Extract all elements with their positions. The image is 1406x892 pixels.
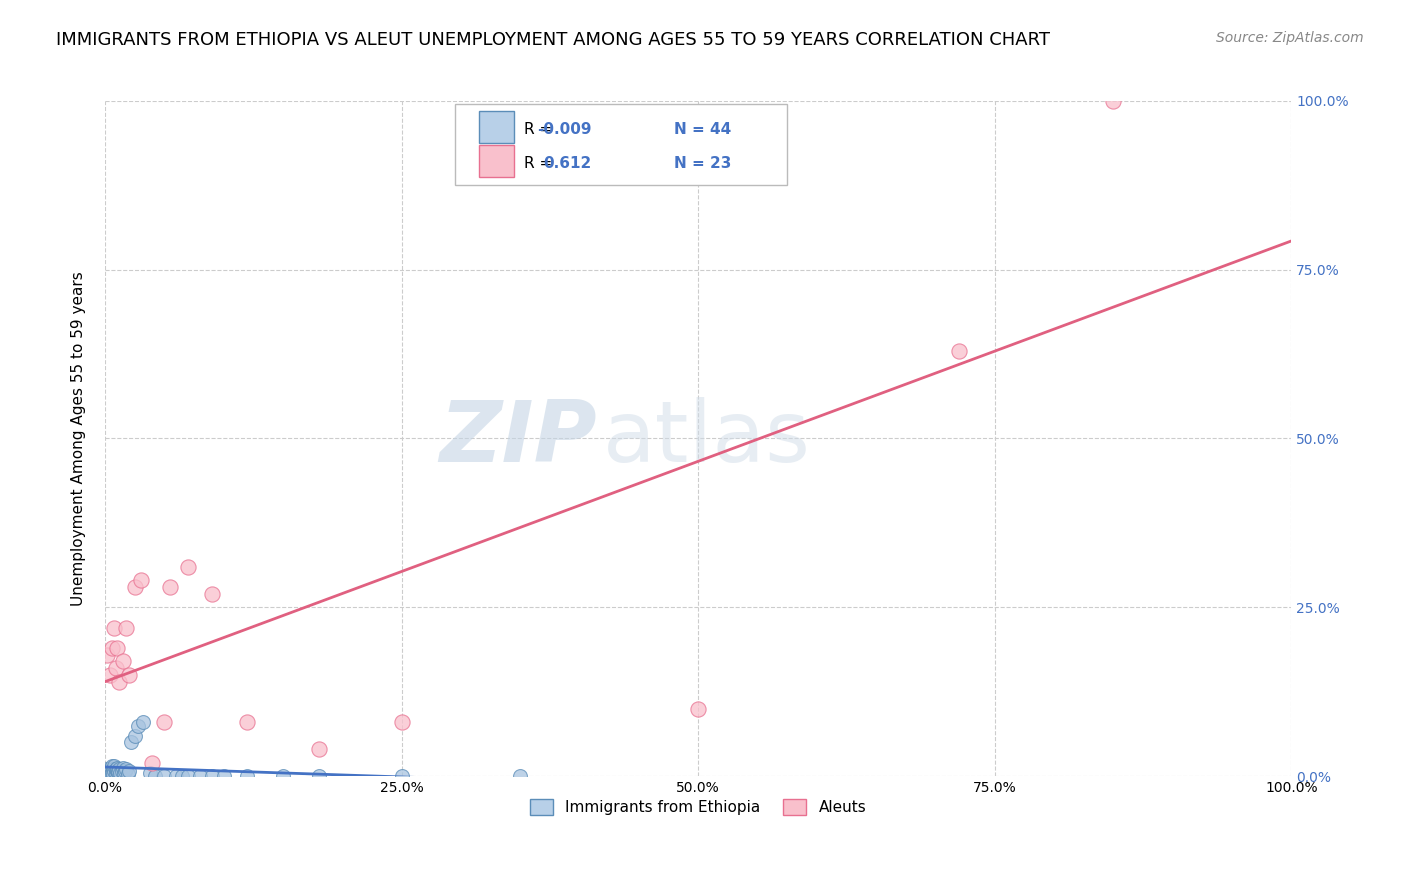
Point bbox=[172, 769, 194, 783]
Point bbox=[141, 756, 163, 770]
Point bbox=[100, 761, 122, 775]
Point bbox=[118, 668, 141, 682]
Y-axis label: Unemployment Among Ages 55 to 59 years: Unemployment Among Ages 55 to 59 years bbox=[72, 271, 86, 606]
Point bbox=[177, 559, 200, 574]
Point bbox=[117, 767, 139, 781]
Point bbox=[118, 764, 141, 778]
Point bbox=[111, 654, 134, 668]
Point bbox=[120, 735, 142, 749]
Point bbox=[153, 715, 176, 730]
Point bbox=[108, 674, 131, 689]
Text: 0.612: 0.612 bbox=[543, 156, 592, 171]
Point bbox=[111, 761, 134, 775]
Point bbox=[188, 769, 211, 783]
Point bbox=[97, 765, 120, 780]
Point bbox=[688, 701, 710, 715]
Point bbox=[103, 764, 125, 778]
Text: N = 44: N = 44 bbox=[675, 122, 731, 137]
Text: -0.009: -0.009 bbox=[537, 122, 592, 137]
Point bbox=[948, 343, 970, 358]
Point bbox=[100, 767, 122, 781]
Point bbox=[107, 764, 129, 778]
Point bbox=[105, 761, 128, 775]
Point bbox=[104, 763, 127, 777]
Text: R =: R = bbox=[524, 156, 553, 171]
Point bbox=[177, 769, 200, 783]
Point bbox=[236, 769, 259, 783]
Point bbox=[110, 765, 132, 780]
Text: atlas: atlas bbox=[603, 397, 811, 480]
Point bbox=[103, 621, 125, 635]
Point bbox=[98, 764, 121, 778]
Point bbox=[101, 640, 124, 655]
FancyBboxPatch shape bbox=[478, 111, 515, 144]
Point bbox=[132, 715, 155, 730]
Legend: Immigrants from Ethiopia, Aleuts: Immigrants from Ethiopia, Aleuts bbox=[523, 791, 875, 822]
Point bbox=[165, 769, 187, 783]
Point bbox=[115, 621, 138, 635]
Point bbox=[509, 769, 531, 783]
Point bbox=[391, 769, 413, 783]
Point bbox=[391, 715, 413, 730]
Point bbox=[236, 715, 259, 730]
Point bbox=[308, 742, 330, 756]
Point bbox=[124, 729, 146, 743]
Point bbox=[308, 769, 330, 783]
Point bbox=[115, 763, 138, 777]
Point bbox=[201, 587, 224, 601]
Point bbox=[114, 764, 136, 778]
Point bbox=[103, 767, 125, 781]
Text: N = 23: N = 23 bbox=[675, 156, 731, 171]
Point bbox=[143, 769, 166, 783]
Point bbox=[96, 763, 118, 777]
Text: Source: ZipAtlas.com: Source: ZipAtlas.com bbox=[1216, 31, 1364, 45]
FancyBboxPatch shape bbox=[456, 104, 787, 186]
Point bbox=[139, 765, 162, 780]
Point bbox=[96, 648, 118, 662]
Point bbox=[153, 769, 176, 783]
Point bbox=[159, 580, 181, 594]
Point bbox=[105, 764, 128, 778]
Point bbox=[107, 765, 129, 780]
Point bbox=[1102, 94, 1125, 108]
Point bbox=[112, 765, 135, 780]
Point bbox=[127, 718, 149, 732]
Point bbox=[201, 769, 224, 783]
Text: R =: R = bbox=[524, 122, 553, 137]
Point bbox=[124, 580, 146, 594]
Point bbox=[104, 661, 127, 675]
Point bbox=[108, 763, 131, 777]
Text: IMMIGRANTS FROM ETHIOPIA VS ALEUT UNEMPLOYMENT AMONG AGES 55 TO 59 YEARS CORRELA: IMMIGRANTS FROM ETHIOPIA VS ALEUT UNEMPL… bbox=[56, 31, 1050, 49]
Point bbox=[212, 769, 235, 783]
Point bbox=[129, 574, 152, 588]
Point bbox=[98, 668, 121, 682]
Point bbox=[101, 759, 124, 773]
Point bbox=[105, 640, 128, 655]
Point bbox=[104, 765, 127, 780]
Point bbox=[101, 765, 124, 780]
Point bbox=[271, 769, 294, 783]
Point bbox=[103, 759, 125, 773]
Text: ZIP: ZIP bbox=[440, 397, 598, 480]
Point bbox=[110, 764, 132, 778]
FancyBboxPatch shape bbox=[478, 145, 515, 178]
Point bbox=[103, 763, 125, 777]
